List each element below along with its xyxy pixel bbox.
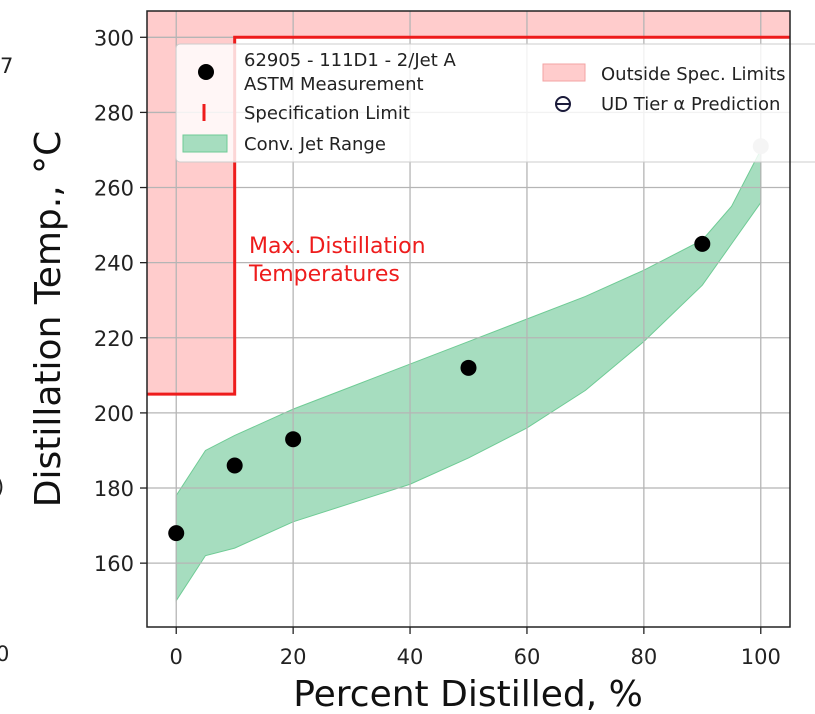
legend-measurement-marker [198, 64, 214, 80]
x-tick-label: 80 [630, 645, 657, 669]
y-tick-label: 260 [94, 177, 134, 201]
y-tick-label: 300 [94, 26, 134, 50]
legend-spec-limit: Specification Limit [244, 103, 410, 124]
legend-measurement-line-1: 62905 - 111D1 - 2/Jet A [244, 50, 456, 71]
edge-fragment-bottom: 0 [0, 642, 9, 666]
annotation-line-1: Max. Distillation [249, 234, 426, 259]
x-tick-label: 60 [514, 645, 541, 669]
x-tick-label: 40 [397, 645, 424, 669]
legend-measurement-line-2: ASTM Measurement [244, 74, 424, 95]
legend-outside-spec-swatch [542, 63, 586, 82]
measurement-point [694, 235, 711, 252]
measurement-point [168, 525, 185, 542]
measurement-points [168, 235, 711, 542]
annotation: Max. Distillation Temperatures [248, 234, 426, 287]
axis-ticks: 0 20 40 60 80 100 160 180 200 220 240 260 280 300 [94, 26, 781, 669]
edge-fragment-mid: ) [0, 475, 4, 499]
y-axis-title: Distillation Temp., °C [28, 131, 69, 507]
y-tick-label: 240 [94, 252, 134, 276]
y-tick-label: 220 [94, 327, 134, 351]
y-tick-label: 280 [94, 101, 134, 125]
x-tick-label: 20 [280, 645, 307, 669]
y-tick-label: 180 [94, 477, 134, 501]
measurement-point [460, 359, 477, 376]
annotation-line-2: Temperatures [248, 262, 400, 287]
x-tick-label: 100 [741, 645, 781, 669]
y-tick-label: 200 [94, 402, 134, 426]
legend-box [175, 43, 815, 163]
legend: 62905 - 111D1 - 2/Jet A ASTM Measurement… [175, 43, 815, 163]
measurement-point [226, 457, 243, 474]
spec-limit-line [147, 35, 790, 396]
y-tick-label: 160 [94, 552, 134, 576]
x-tick-label: 0 [170, 645, 183, 669]
edge-fragment-top: 7 [0, 54, 13, 78]
x-axis-title: Percent Distilled, % [293, 674, 643, 714]
spec-limit-polyline [147, 35, 790, 396]
legend-jet-range-swatch [182, 134, 228, 153]
plot-frame [146, 10, 791, 628]
legend-outside-spec: Outside Spec. Limits [601, 64, 786, 85]
measurement-point [285, 431, 302, 448]
legend-jet-range: Conv. Jet Range [244, 134, 386, 155]
legend-prediction: UD Tier α Prediction [601, 94, 780, 115]
